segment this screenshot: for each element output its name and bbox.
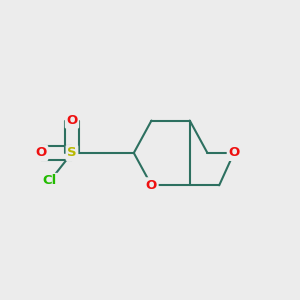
Text: O: O bbox=[146, 179, 157, 192]
Text: O: O bbox=[66, 114, 78, 127]
Text: Cl: Cl bbox=[43, 174, 57, 188]
Text: S: S bbox=[67, 146, 77, 159]
Text: O: O bbox=[228, 146, 239, 159]
Text: O: O bbox=[35, 146, 47, 159]
